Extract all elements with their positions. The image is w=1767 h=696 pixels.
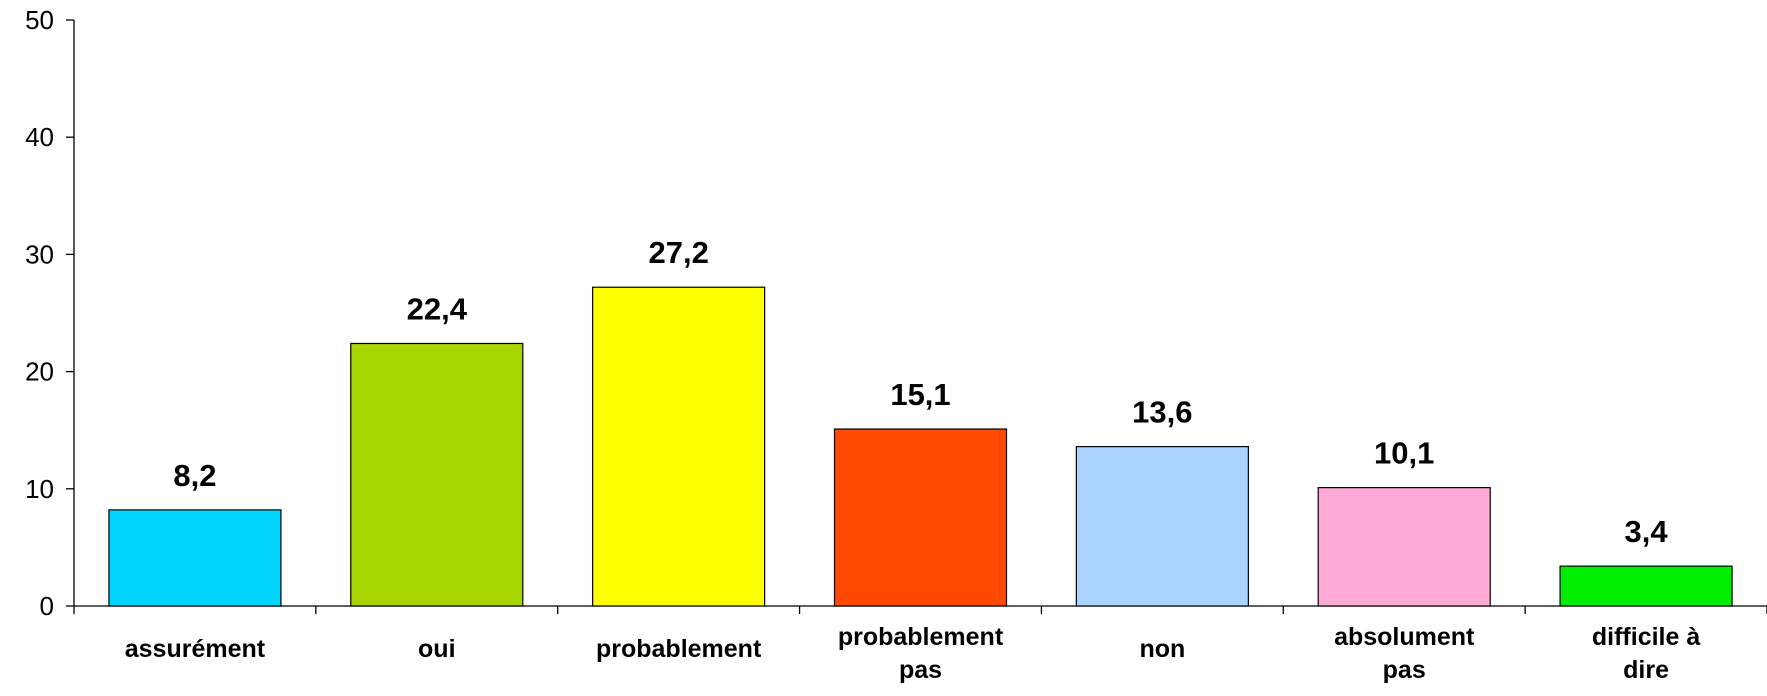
data-label: 22,4 xyxy=(407,291,468,326)
bar xyxy=(1075,446,1249,607)
category-label: absolument pas xyxy=(1334,623,1475,684)
y-tick-label: 10 xyxy=(25,474,54,504)
data-label: 10,1 xyxy=(1374,436,1434,471)
category-label-line: pas xyxy=(1383,656,1426,684)
data-label: 13,6 xyxy=(1132,395,1192,430)
bars xyxy=(108,286,1733,607)
y-tick-label: 20 xyxy=(25,357,54,387)
category-label-line: probablement xyxy=(838,623,1004,651)
category-label: probablement xyxy=(596,635,762,663)
data-label: 3,4 xyxy=(1625,514,1669,549)
category-label-line: absolument xyxy=(1334,623,1475,651)
category-label-line: dire xyxy=(1623,656,1669,684)
category-labels: assurément oui probablement probablement pas… xyxy=(125,623,1701,684)
category-label: assurément xyxy=(125,635,266,663)
category-label-line: difficile à xyxy=(1592,623,1700,651)
category-label-line: non xyxy=(1139,635,1185,663)
category-label-line: assurément xyxy=(125,635,266,663)
category-label: oui xyxy=(418,635,456,663)
bar xyxy=(592,286,766,607)
data-labels: 8,2 22,4 27,2 15,1 13,6 10,1 3,4 xyxy=(173,235,1668,549)
bar xyxy=(833,428,1008,607)
category-label: probablement pas xyxy=(838,623,1004,684)
y-tick-label: 50 xyxy=(25,5,54,35)
data-label: 15,1 xyxy=(890,377,950,412)
y-tick-label: 30 xyxy=(25,239,54,269)
data-label: 8,2 xyxy=(173,458,216,493)
category-label: difficile à dire xyxy=(1592,623,1700,684)
category-label-line: probablement xyxy=(596,635,762,663)
bar xyxy=(108,509,282,607)
category-label-line: oui xyxy=(418,635,456,663)
bar xyxy=(350,342,524,607)
bar xyxy=(1559,565,1733,607)
y-tick-label: 40 xyxy=(25,122,54,152)
category-label: non xyxy=(1139,635,1185,663)
category-label-line: pas xyxy=(899,656,942,684)
data-label: 27,2 xyxy=(648,235,708,270)
y-tick-label: 0 xyxy=(40,591,54,621)
bar xyxy=(1317,487,1491,607)
